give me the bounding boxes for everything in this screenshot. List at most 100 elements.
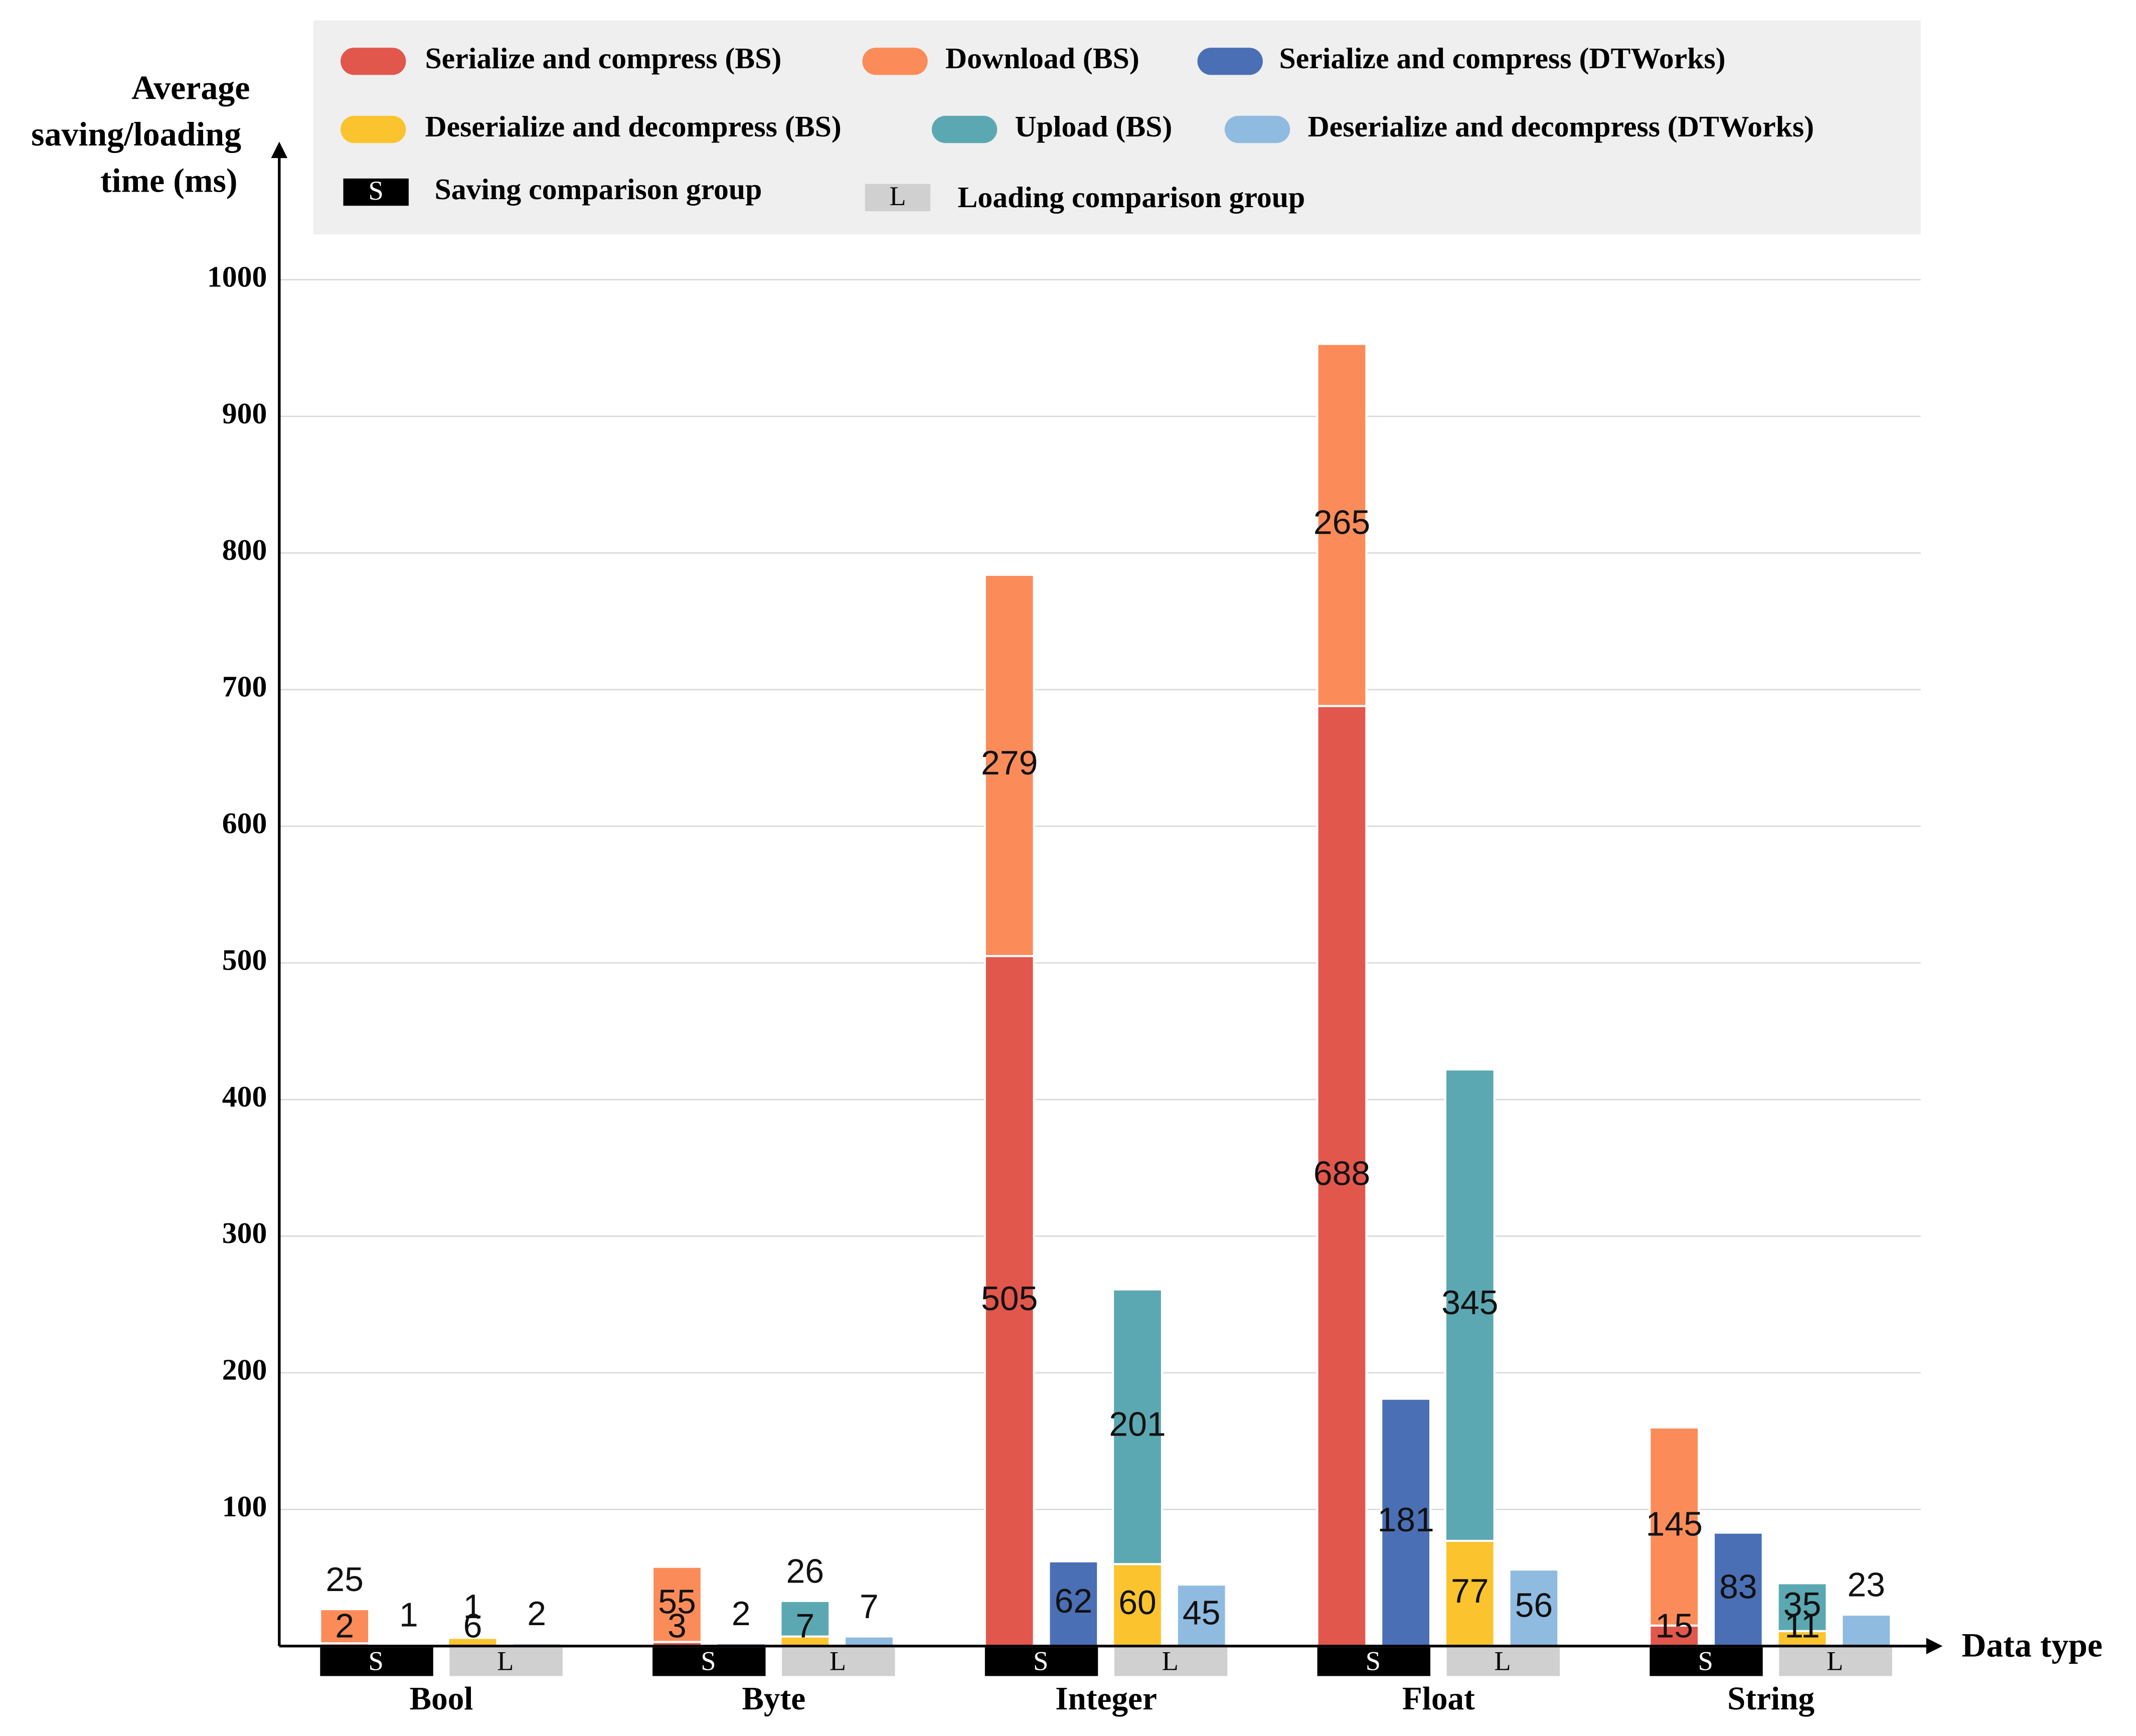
y-tick-label: 600 (222, 807, 267, 840)
y-tick-label: 900 (222, 397, 267, 430)
bar-segment (983, 574, 1035, 958)
value-label: 688 (1313, 1155, 1370, 1193)
group-marker-label: L (1162, 1646, 1179, 1676)
bar-segment (1048, 1560, 1099, 1647)
group-marker-label: L (830, 1646, 846, 1676)
y-tick-label: 800 (222, 533, 267, 566)
bar-segment (779, 1600, 831, 1638)
value-label: 26 (786, 1552, 825, 1590)
legend-label: Serialize and compress (BS) (425, 42, 781, 75)
group-marker-label: L (1494, 1646, 1511, 1676)
value-label: 3 (668, 1607, 687, 1645)
bar-segment (1316, 343, 1368, 707)
legend-swatch (931, 115, 998, 143)
x-tick-label: Integer (1055, 1681, 1157, 1717)
group-marker-label: L (1827, 1646, 1843, 1676)
legend-label: Loading comparison group (957, 181, 1305, 214)
group-marker (1650, 1647, 1763, 1676)
y-axis-arrow (271, 141, 288, 159)
bar-segment (1176, 1584, 1227, 1647)
value-label: 11 (1784, 1607, 1820, 1645)
legend-label: Download (BS) (945, 42, 1139, 75)
legend-label: Serialize and compress (DTWorks) (1279, 42, 1726, 75)
bar-segment (1444, 1068, 1496, 1542)
legend-swatch (1197, 48, 1263, 75)
x-tick-label: Byte (742, 1681, 805, 1717)
bar-segment (1712, 1531, 1764, 1647)
legend-swatch (1224, 115, 1290, 143)
legend-label: Deserialize and decompress (BS) (425, 110, 841, 143)
value-label: 15 (1655, 1607, 1693, 1645)
legend-swatch (341, 48, 406, 75)
bar-segment (1444, 1539, 1496, 1647)
x-axis-label: Data type (1961, 1626, 2102, 1664)
legend-swatch (341, 115, 406, 143)
group-marker (1779, 1647, 1892, 1676)
bar-segment (1380, 1397, 1432, 1647)
group-marker (1114, 1647, 1228, 1676)
value-label: 279 (981, 744, 1038, 782)
x-axis-arrow (1926, 1638, 1943, 1655)
value-label: 62 (1055, 1583, 1093, 1620)
bar-segment (844, 1635, 895, 1647)
bar-segment (1508, 1568, 1560, 1647)
value-label: 23 (1847, 1566, 1885, 1604)
bar-segment (319, 1608, 371, 1645)
group-swatch-label: L (889, 181, 906, 211)
value-label: 2 (732, 1595, 751, 1633)
value-label: 35 (1783, 1586, 1822, 1624)
bar-segment (1316, 705, 1368, 1647)
group-marker-label: S (1033, 1646, 1048, 1676)
value-label: 7 (860, 1588, 879, 1626)
bar-segment (1776, 1582, 1828, 1632)
value-label: 1 (399, 1597, 418, 1634)
value-label: 83 (1719, 1568, 1757, 1606)
y-axis-label: time (ms) (100, 161, 237, 199)
group-swatch-label: S (369, 176, 384, 206)
y-tick-label: 200 (222, 1353, 267, 1386)
bar-segment (1649, 1426, 1700, 1627)
group-marker-label: L (497, 1646, 514, 1676)
value-label: 25 (325, 1561, 364, 1599)
x-tick-label: Bool (410, 1681, 473, 1717)
bar-segment (447, 1635, 499, 1639)
group-marker (449, 1647, 563, 1676)
value-label: 2 (335, 1607, 354, 1645)
group-swatch (343, 178, 409, 206)
y-axis-label: Average (131, 69, 250, 107)
group-marker-label: S (1698, 1646, 1713, 1676)
group-marker-label: S (369, 1646, 384, 1676)
bar-segment (1112, 1563, 1163, 1647)
y-tick-label: 100 (222, 1490, 267, 1523)
group-swatch (865, 184, 931, 212)
value-label: 145 (1646, 1505, 1703, 1543)
x-tick-label: String (1727, 1681, 1815, 1717)
value-label: 201 (1109, 1405, 1166, 1443)
value-label: 6 (463, 1607, 482, 1645)
y-tick-label: 1000 (207, 260, 267, 293)
value-label: 345 (1441, 1284, 1498, 1322)
group-marker (1317, 1647, 1431, 1676)
value-label: 45 (1183, 1594, 1221, 1632)
group-marker (1446, 1647, 1560, 1676)
group-marker (652, 1647, 766, 1676)
bar-segment (651, 1565, 703, 1643)
value-label: 60 (1118, 1584, 1157, 1622)
bar-segment (1112, 1288, 1163, 1565)
value-label: 55 (658, 1584, 696, 1621)
value-label: 1 (463, 1588, 482, 1626)
value-label: 56 (1515, 1587, 1553, 1624)
x-tick-label: Float (1402, 1681, 1475, 1717)
legend-label: Upload (BS) (1015, 110, 1173, 143)
y-tick-label: 400 (222, 1080, 267, 1113)
group-marker-label: S (701, 1646, 716, 1676)
group-marker-label: S (1366, 1646, 1381, 1676)
value-label: 2 (527, 1595, 546, 1633)
value-label: 181 (1377, 1501, 1434, 1539)
legend-box (313, 20, 1921, 235)
value-label: 265 (1313, 504, 1370, 542)
group-marker (782, 1647, 895, 1676)
legend-label: Saving comparison group (434, 173, 762, 206)
value-label: 77 (1451, 1572, 1489, 1610)
